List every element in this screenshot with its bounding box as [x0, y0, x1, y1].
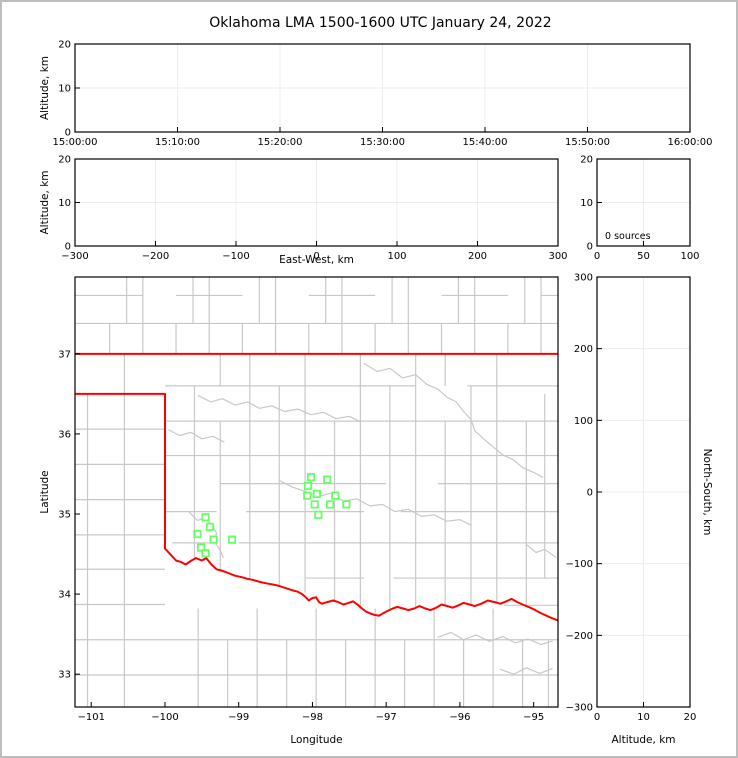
y-tick-label: 34	[58, 590, 71, 601]
river-line	[525, 543, 557, 558]
lma-station-marker	[314, 510, 323, 519]
lma-station-marker	[310, 500, 319, 509]
lma-station-marker	[326, 500, 335, 509]
y-tick-label: 20	[580, 155, 593, 166]
panel-ew-height: −300 −200 −100 0 100 200 300 0 10 20 Altitude, km E…	[39, 155, 568, 267]
lma-station-marker	[209, 535, 218, 544]
x-axis-label-longitude: Longitude	[290, 734, 342, 746]
x-tick-label: 0	[313, 251, 319, 262]
river-line	[499, 667, 553, 675]
y-tick-label: 10	[58, 84, 71, 95]
x-tick-label: 15:50:00	[565, 137, 610, 148]
panel-ns-height: 0 10 20 300 200 100 0 −100 −200 −300 Altitude, km N…	[566, 273, 713, 747]
figure-title: Oklahoma LMA 1500-1600 UTC January 24, 2…	[209, 15, 552, 31]
y-tick-label: 36	[58, 429, 71, 440]
y-axis-label-north-south: North-South, km	[701, 449, 713, 536]
x-tick-label: −95	[523, 712, 544, 723]
y-tick-label: 35	[58, 510, 71, 521]
x-tick-label: 16:00:00	[668, 137, 713, 148]
x-tick-label: 15:40:00	[463, 137, 508, 148]
ew_height-frame	[74, 158, 559, 247]
x-tick-label: −97	[376, 712, 397, 723]
panel-map: −101 −100 −99 −98 −97 −96 −95 33 34 35 36 37 Latitud…	[39, 276, 559, 746]
y-tick-label: 10	[58, 198, 71, 209]
x-tick-label: −100	[222, 251, 249, 262]
x-tick-label: 15:30:00	[360, 137, 405, 148]
map-frame	[74, 276, 559, 708]
lma-station-marker	[201, 549, 210, 558]
y-tick-label: 0	[65, 242, 71, 253]
state-border	[164, 547, 558, 622]
lma-station-marker	[193, 529, 202, 539]
y-tick-label: 0	[65, 128, 71, 139]
y-tick-label: 20	[58, 40, 71, 51]
x-tick-label: 10	[637, 712, 650, 723]
x-tick-label: 200	[468, 251, 487, 262]
y-tick-label: −100	[566, 559, 593, 570]
x-tick-label: 0	[594, 251, 600, 262]
time_height-frame	[74, 43, 691, 133]
x-tick-label: −98	[302, 712, 323, 723]
x-tick-label: 50	[637, 251, 650, 262]
lma-station-marker	[306, 473, 316, 482]
river-line	[363, 362, 544, 478]
y-tick-label: 20	[58, 155, 71, 166]
y-axis-label-altitude: Altitude, km	[39, 170, 51, 234]
river-line	[168, 429, 225, 443]
river-line	[278, 479, 472, 526]
x-tick-label: 15:00:00	[53, 137, 98, 148]
x-tick-label: −96	[449, 712, 470, 723]
x-axis-label-east-west: East-West, km	[279, 254, 354, 266]
y-axis-label-altitude: Altitude, km	[39, 56, 51, 120]
x-tick-label: −99	[228, 712, 249, 723]
lma-station-marker	[196, 543, 206, 552]
lma-station-marker	[303, 481, 313, 491]
lma-station-marker	[331, 491, 340, 500]
lma-station-marker	[201, 513, 210, 522]
y-tick-label: 10	[580, 198, 593, 209]
x-tick-label: 300	[548, 251, 567, 262]
y-tick-label: 0	[587, 488, 593, 499]
x-axis-label-altitude: Altitude, km	[611, 734, 675, 746]
river-line	[197, 394, 361, 423]
y-tick-label: 0	[587, 242, 593, 253]
panel-time-height: 15:00:00 15:10:00 15:20:00 15:30:00 15:40:00…	[39, 40, 712, 149]
x-tick-label: 0	[594, 712, 600, 723]
lma-station-marker	[303, 491, 312, 500]
y-tick-label: 200	[574, 344, 593, 355]
y-tick-label: 37	[58, 349, 71, 360]
lma-station-marker	[323, 475, 332, 484]
x-tick-label: 100	[387, 251, 406, 262]
y-axis-label-latitude: Latitude	[39, 470, 51, 513]
river-line	[437, 631, 553, 646]
x-tick-label: 20	[684, 712, 697, 723]
x-tick-label: 100	[680, 251, 699, 262]
lma-station-marker	[227, 535, 237, 544]
y-tick-label: 33	[58, 670, 71, 681]
ns_height-frame	[596, 276, 691, 708]
panel-source-histogram: 0 50 100 0 10 20 0 sources	[580, 155, 699, 263]
lma-station-marker	[342, 500, 351, 509]
x-tick-label: −100	[151, 712, 178, 723]
x-tick-label: 15:10:00	[155, 137, 200, 148]
y-tick-label: −200	[566, 631, 593, 642]
histogram-frame	[596, 158, 691, 247]
x-tick-label: −101	[77, 712, 104, 723]
x-tick-label: 15:20:00	[258, 137, 303, 148]
sources-annotation: 0 sources	[605, 231, 651, 242]
y-tick-label: −300	[566, 703, 593, 714]
x-tick-label: −300	[61, 251, 88, 262]
lma-station-marker	[205, 522, 215, 531]
lma-station-marker	[312, 489, 321, 499]
river-line	[188, 511, 224, 558]
x-tick-label: −200	[142, 251, 169, 262]
y-tick-label: 300	[574, 273, 593, 284]
y-tick-label: 100	[574, 416, 593, 427]
